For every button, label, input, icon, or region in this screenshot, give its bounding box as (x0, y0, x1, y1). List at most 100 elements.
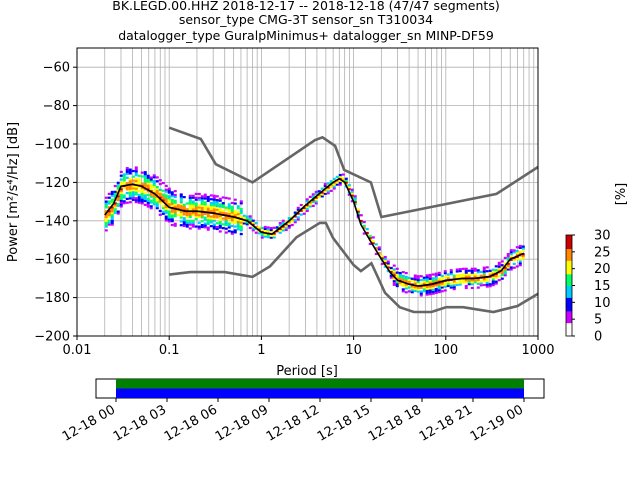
pdf-cell (116, 197, 120, 200)
pdf-cell (197, 208, 201, 211)
pdf-cell (416, 280, 420, 284)
pdf-cell (380, 257, 384, 260)
pdf-cell (161, 210, 165, 213)
pdf-cell (473, 281, 477, 284)
pdf-cell (221, 223, 225, 226)
pdf-cell (455, 283, 459, 287)
pdf-cell (188, 202, 192, 205)
pdf-cell (464, 286, 468, 290)
pdf-cell (473, 267, 477, 270)
colorbar-segment (566, 235, 572, 238)
pdf-cell (191, 206, 195, 209)
pdf-cell (191, 221, 195, 224)
pdf-cell (215, 195, 219, 198)
pdf-cell (341, 179, 345, 182)
pdf-cell (218, 214, 222, 218)
pdf-cell (416, 286, 420, 289)
title-line-3: datalogger_type GuralpMinimus+ datalogge… (118, 28, 494, 43)
pdf-cell (284, 225, 288, 228)
pdf-cell (401, 271, 405, 274)
colorbar-segment (566, 329, 572, 332)
pdf-cell (491, 270, 495, 273)
pdf-cell (185, 212, 189, 215)
pdf-cell (296, 208, 300, 211)
pdf-cell (122, 182, 126, 186)
pdf-cell (158, 192, 162, 195)
pdf-cell (494, 274, 498, 278)
pdf-cell (194, 212, 198, 215)
pdf-cell (434, 280, 438, 283)
pdf-cell (119, 170, 123, 173)
pdf-cell (218, 222, 222, 225)
pdf-cell (308, 195, 312, 198)
pdf-cell (362, 224, 366, 228)
pdf-cell (164, 211, 168, 214)
x-axis-label: Period [s] (276, 364, 338, 379)
pdf-cell (155, 193, 159, 196)
pdf-cell (431, 281, 435, 284)
pdf-cell (143, 194, 147, 197)
pdf-cell (107, 206, 111, 209)
pdf-cell (194, 192, 198, 196)
pdf-cell (173, 193, 177, 197)
pdf-cell (476, 269, 480, 272)
pdf-cell (224, 212, 228, 215)
pdf-cell (428, 275, 432, 278)
pdf-cell (428, 273, 432, 277)
pdf-cell (212, 217, 216, 220)
pdf-cell (440, 274, 444, 278)
pdf-cell (476, 286, 480, 289)
pdf-cell (131, 185, 135, 188)
pdf-cell (134, 185, 138, 188)
pdf-cell (200, 208, 204, 211)
pdf-cell (449, 282, 453, 285)
pdf-cell (110, 219, 114, 222)
pdf-cell (341, 173, 345, 176)
pdf-cell (122, 202, 126, 205)
pdf-cell (320, 193, 324, 196)
x-ticks: 0.01 0.1 1 10 100 1000 (63, 336, 555, 358)
pdf-cell (236, 214, 240, 218)
y-tick-label: −60 (43, 61, 70, 76)
pdf-cell (482, 270, 486, 273)
pdf-cell (407, 278, 411, 281)
pdf-cell (395, 271, 399, 274)
pdf-cell (425, 274, 429, 277)
pdf-cell (143, 180, 147, 183)
pdf-cell (227, 212, 231, 216)
pdf-cell (203, 226, 207, 229)
pdf-cell (218, 207, 222, 210)
title-line-1: BK.LEGD.00.HHZ 2018-12-17 -- 2018-12-18 … (112, 0, 499, 13)
pdf-cell (422, 276, 426, 279)
colorbar-segment (566, 250, 572, 253)
pdf-cell (236, 205, 240, 208)
pdf-cell (389, 274, 393, 277)
pdf-cell (167, 195, 171, 198)
pdf-cell (104, 217, 108, 220)
pdf-cell (512, 258, 516, 262)
pdf-cell (437, 273, 441, 276)
pdf-cell (164, 217, 168, 220)
pdf-cell (254, 231, 258, 234)
pdf-cell (155, 176, 159, 179)
pdf-cell (332, 181, 336, 184)
pdf-cell (248, 221, 252, 224)
pdf-cell (224, 206, 228, 209)
pdf-cell (194, 215, 198, 219)
pdf-cell (200, 206, 204, 209)
pdf-cell (341, 177, 345, 180)
pdf-cell (398, 275, 402, 278)
pdf-cell (230, 213, 234, 216)
pdf-cell (245, 221, 249, 224)
timeline-tick-label: 12-18 00 (60, 402, 118, 444)
pdf-cell (110, 206, 114, 209)
pdf-cell (515, 249, 519, 253)
pdf-cell (194, 213, 198, 217)
pdf-cell (218, 205, 222, 208)
pdf-cell (191, 196, 195, 199)
pdf-cell (470, 267, 474, 270)
pdf-cell (239, 209, 243, 213)
pdf-cell (503, 266, 507, 269)
pdf-cell (440, 276, 444, 279)
pdf-cell (212, 206, 216, 209)
